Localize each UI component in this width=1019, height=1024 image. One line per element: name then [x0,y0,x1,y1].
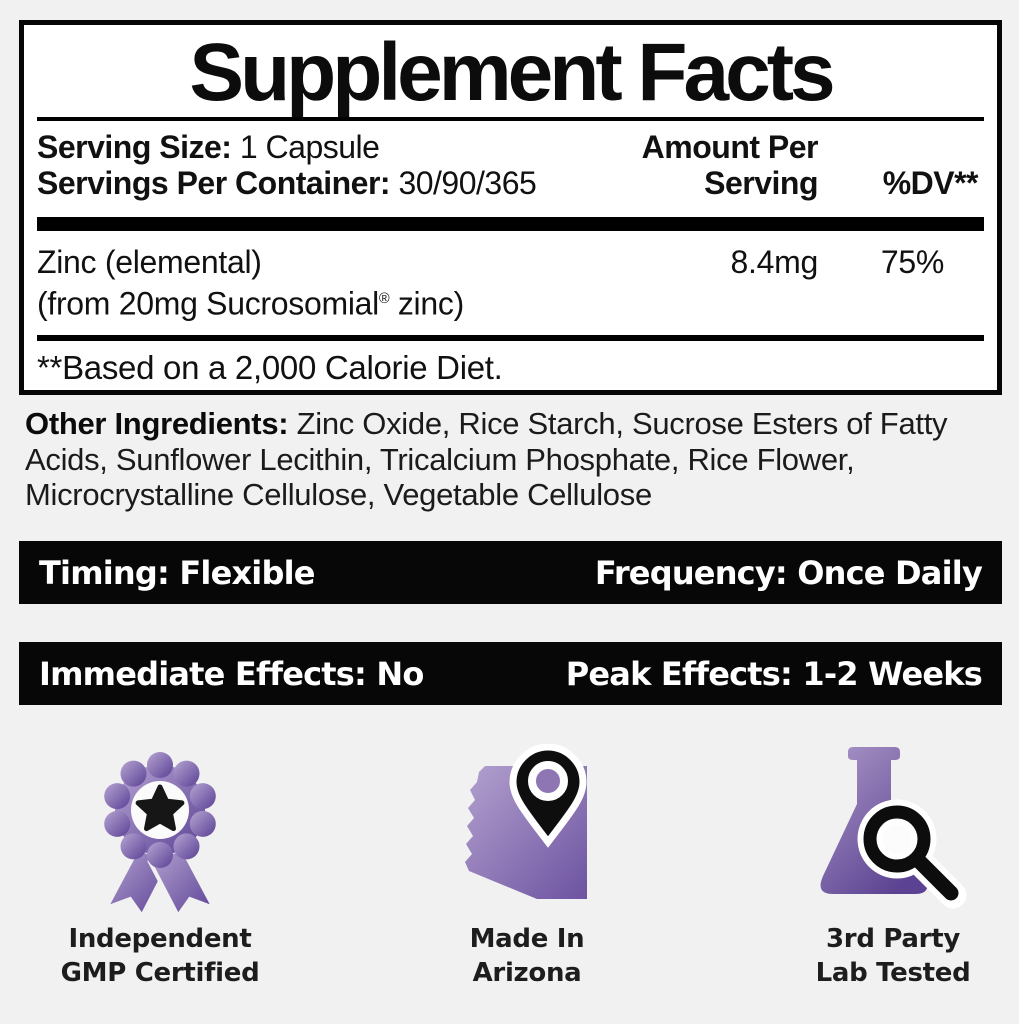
star-icon [135,784,185,832]
effects-bar: Immediate Effects: No Peak Effects: 1-2 … [19,642,1002,705]
servings-label: Servings Per Container: [37,165,391,201]
serving-size-label: Serving Size: [37,129,232,165]
magnifier-lens [863,805,931,873]
nutrient-amount: 8.4mg [730,244,819,280]
serving-size-value: 1 Capsule [239,129,380,165]
serving-size-line: Serving Size: 1 Capsule [37,129,984,165]
other-ingredients: Other Ingredients: Zinc Oxide, Rice Star… [25,406,1003,513]
arizona-map-pin-icon [465,744,587,899]
badge-label: Made In Arizona [469,924,585,988]
nutrient-name: Zinc (elemental) (from 20mg Sucrosomial®… [37,244,984,323]
serving-info: Serving Size: 1 Capsule Servings Per Con… [37,121,984,207]
table-row: Zinc (elemental) (from 20mg Sucrosomial®… [37,231,984,323]
amount-header-line1: Amount Per [641,129,819,165]
gmp-badge: Independent GMP Certified [10,744,310,1004]
servings-value: 30/90/365 [398,165,537,201]
made-in-arizona-badge: Made In Arizona [377,744,677,1004]
calorie-footnote: **Based on a 2,000 Calorie Diet. [37,348,503,386]
badge-label: 3rd Party Lab Tested [815,924,971,988]
header-divider-bar [37,217,984,231]
nutrient-name-line2: (from 20mg Sucrosomial® zinc) [37,285,464,322]
gmp-ribbon-icon [101,752,219,916]
map-pin-hole [528,761,568,801]
panel-title: Supplement Facts [189,27,835,118]
timing-frequency-bar: Timing: Flexible Frequency: Once Daily [19,541,1002,604]
peak-effects-text: Peak Effects: 1-2 Weeks [565,654,983,693]
lab-flask-magnifier-icon [820,747,967,909]
frequency-text: Frequency: Once Daily [594,553,983,592]
lab-tested-badge: 3rd Party Lab Tested [743,744,1019,1004]
timing-text: Timing: Flexible [39,553,315,592]
nutrient-name-line1: Zinc (elemental) [37,244,262,280]
other-ingredients-text: Zinc Oxide, Rice Starch, Sucrose Esters … [25,406,948,512]
supplement-facts-panel: Supplement Facts Serving Size: 1 Capsule… [19,20,1002,395]
other-ingredients-label: Other Ingredients: [25,406,289,441]
magnifier-handle [909,851,959,901]
amount-header-line2: Serving [704,165,818,201]
footnote-divider [37,334,984,341]
servings-per-container-line: Servings Per Container: 30/90/365 [37,165,984,201]
amount-per-serving-header: Amount Per Serving [641,129,819,201]
title-divider [37,117,984,121]
nutrient-dv: 75% [880,244,944,280]
badge-label: Independent GMP Certified [60,924,260,988]
dv-header: %DV** [882,165,979,201]
registered-trademark: ® [378,291,390,307]
immediate-effects-text: Immediate Effects: No [39,654,424,693]
